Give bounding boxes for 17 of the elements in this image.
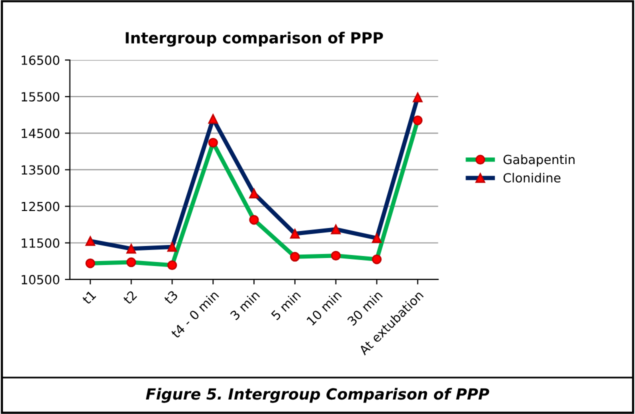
- y-tick-label: 12500: [22, 202, 60, 212]
- y-tick-label: 11500: [22, 238, 60, 248]
- y-tick-label: 13500: [22, 165, 60, 175]
- x-tick-label: t2: [122, 290, 138, 305]
- y-tick-label: 10500: [22, 274, 60, 284]
- x-tick-label: 10 min: [306, 290, 342, 326]
- legend-label: Gabapentin: [504, 154, 575, 167]
- caption: Figure 5. Intergroup Comparison of PPP: [146, 388, 490, 403]
- legend-label: Clonidine: [504, 172, 560, 183]
- x-tick-label: t3: [163, 290, 178, 305]
- x-tick-label: 3 min: [230, 290, 260, 320]
- x-tick-label: 5 min: [270, 290, 302, 320]
- y-tick-label: 14500: [22, 128, 60, 138]
- y-tick-label: 15500: [22, 92, 60, 102]
- y-tick-label: 16500: [22, 56, 60, 65]
- chart-title: Intergroup comparison of PPP: [126, 32, 383, 47]
- x-tick-label: t1: [82, 290, 96, 305]
